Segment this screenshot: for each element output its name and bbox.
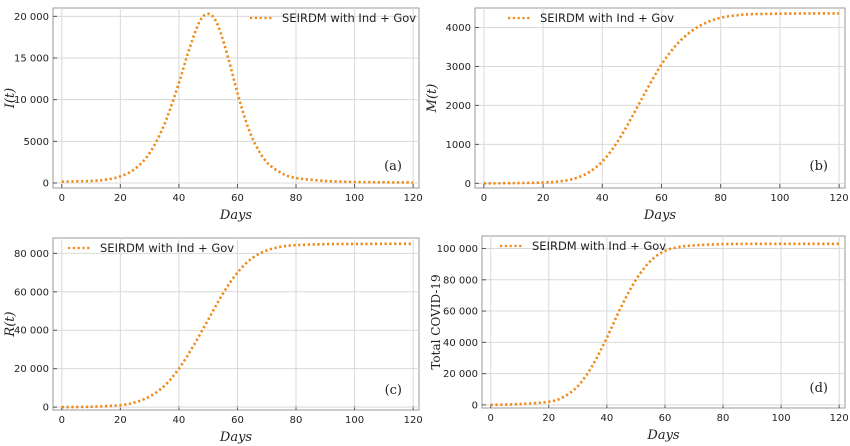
plot-frame bbox=[474, 7, 846, 189]
x-tick-label: 80 bbox=[290, 415, 303, 426]
series-line-1 bbox=[490, 242, 840, 407]
x-tick-label: 20 bbox=[542, 413, 555, 424]
chart-panel-1: 0 20 40 60 80 100 120 0 5000 10 000 15 000 20 000 Da… bbox=[3, 7, 423, 223]
y-tick-label: 4000 bbox=[446, 23, 471, 34]
y-tick-label: 0 bbox=[465, 179, 471, 190]
x-tick-label: 40 bbox=[601, 413, 614, 424]
plot-frame bbox=[52, 237, 420, 411]
legend-label: SEIRDM with Ind + Gov bbox=[100, 241, 234, 255]
y-tick-label: 10 000 bbox=[14, 95, 49, 106]
x-tick-label: 60 bbox=[659, 413, 672, 424]
y-tick-label: 100 000 bbox=[437, 244, 478, 255]
x-tick-label: 20 bbox=[537, 193, 550, 204]
plot-frame bbox=[52, 7, 420, 189]
panel-tag: (d) bbox=[810, 381, 828, 396]
legend-label: SEIRDM with Ind + Gov bbox=[532, 239, 666, 253]
panel-tag: (c) bbox=[385, 383, 402, 398]
x-tick-label: 60 bbox=[231, 193, 244, 204]
x-tick-label: 100 bbox=[345, 193, 364, 204]
y-tick-label: 1000 bbox=[446, 140, 471, 151]
x-tick-label: 40 bbox=[596, 193, 609, 204]
x-tick-label: 80 bbox=[717, 413, 730, 424]
x-tick-label: 120 bbox=[830, 413, 849, 424]
y-axis-label: R(t) bbox=[3, 311, 18, 337]
x-axis-label: Days bbox=[643, 208, 677, 223]
x-tick-label: 80 bbox=[290, 193, 303, 204]
x-tick-label: 100 bbox=[345, 415, 364, 426]
chart-panel-4: 0 20 40 60 80 100 120 0 20 000 40 000 60 000 80 000… bbox=[429, 235, 849, 443]
x-tick-label: 20 bbox=[114, 193, 127, 204]
y-tick-label: 0 bbox=[472, 400, 478, 411]
x-tick-label: 60 bbox=[231, 415, 244, 426]
y-tick-label: 60 000 bbox=[14, 287, 49, 298]
y-tick-label: 80 000 bbox=[14, 249, 49, 260]
chart-panel-2: 0 20 40 60 80 100 120 0 1000 2000 3000 4000 Days M(t)… bbox=[425, 7, 849, 223]
x-tick-label: 80 bbox=[714, 193, 727, 204]
legend-label: SEIRDM with Ind + Gov bbox=[540, 11, 674, 25]
panel-tag: (a) bbox=[384, 159, 402, 174]
panel-tag: (b) bbox=[810, 159, 828, 174]
x-tick-label: 0 bbox=[59, 193, 65, 204]
x-tick-label: 0 bbox=[59, 415, 65, 426]
y-tick-label: 5000 bbox=[24, 137, 49, 148]
y-tick-label: 3000 bbox=[446, 62, 471, 73]
x-axis-label: Days bbox=[646, 428, 680, 443]
y-axis-label: I(t) bbox=[3, 88, 18, 110]
x-tick-label: 100 bbox=[772, 413, 791, 424]
x-tick-label: 20 bbox=[114, 415, 127, 426]
x-tick-label: 40 bbox=[173, 415, 186, 426]
x-axis-label: Days bbox=[219, 430, 253, 445]
plot-frame bbox=[481, 235, 846, 409]
y-tick-label: 40 000 bbox=[14, 326, 49, 337]
y-tick-label: 20 000 bbox=[14, 364, 49, 375]
x-tick-label: 120 bbox=[404, 193, 423, 204]
y-tick-label: 0 bbox=[43, 179, 49, 190]
y-tick-label: 80 000 bbox=[443, 275, 478, 286]
x-tick-label: 40 bbox=[173, 193, 186, 204]
x-tick-label: 0 bbox=[488, 413, 494, 424]
x-tick-label: 60 bbox=[655, 193, 668, 204]
y-axis-label: M(t) bbox=[425, 84, 440, 114]
x-tick-label: 120 bbox=[830, 193, 849, 204]
legend-label: SEIRDM with Ind + Gov bbox=[282, 11, 416, 25]
series-line-1 bbox=[61, 242, 414, 409]
x-axis-label: Days bbox=[219, 208, 253, 223]
y-tick-label: 15 000 bbox=[14, 54, 49, 65]
y-tick-label: 20 000 bbox=[443, 369, 478, 380]
chart-panel-3: 0 20 40 60 80 100 120 0 20 000 40 000 60 000 80 000… bbox=[3, 237, 423, 445]
y-axis-label: Total COVID-19 bbox=[429, 274, 443, 369]
y-tick-label: 2000 bbox=[446, 101, 471, 112]
y-tick-label: 20 000 bbox=[14, 12, 49, 23]
x-tick-label: 120 bbox=[404, 415, 423, 426]
x-tick-label: 0 bbox=[481, 193, 487, 204]
x-tick-label: 100 bbox=[770, 193, 789, 204]
y-tick-label: 60 000 bbox=[443, 307, 478, 318]
y-tick-label: 0 bbox=[43, 403, 49, 414]
y-tick-label: 40 000 bbox=[443, 338, 478, 349]
